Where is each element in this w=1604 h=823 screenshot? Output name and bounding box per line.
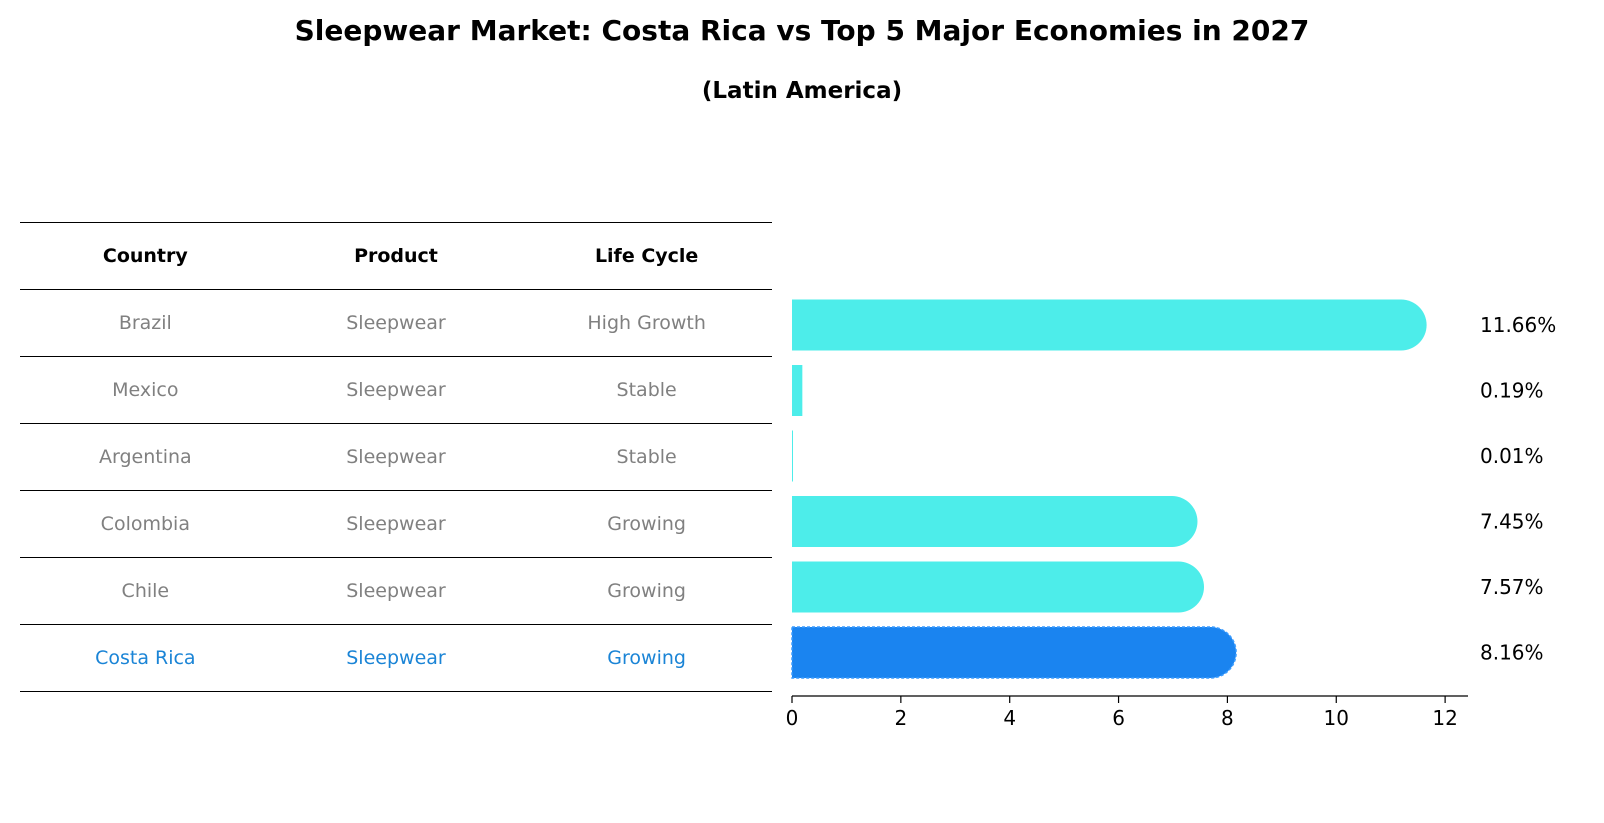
cell-country: Chile [121,580,170,602]
cell-country: Mexico [112,379,179,401]
cell-life-cycle: Stable [616,446,677,468]
data-label: 7.57% [1480,575,1544,599]
bar-mexico [792,365,803,416]
cell-life-cycle: Stable [616,379,677,401]
cell-product: Sleepwear [346,312,446,334]
table-row-highlight: Costa Rica Sleepwear Growing [20,624,772,692]
cell-country: Costa Rica [95,647,196,669]
table-header-row: Country Product Life Cycle [20,222,772,289]
data-label: 11.66% [1480,313,1556,337]
cell-country: Colombia [100,513,190,535]
table-row: Mexico Sleepwear Stable [20,356,772,423]
x-tick-label: 6 [1112,706,1125,730]
data-label: 0.19% [1480,379,1544,403]
cell-life-cycle: High Growth [587,312,706,334]
chart-subtitle: (Latin America) [701,78,903,104]
cell-product: Sleepwear [346,379,446,401]
cell-country: Argentina [98,446,192,468]
x-tick-label: 0 [786,706,799,730]
header-product: Product [354,245,438,267]
bar-brazil [792,299,1427,351]
table-row: Colombia Sleepwear Growing [20,490,772,557]
data-label: 0.01% [1480,444,1544,468]
cell-country: Brazil [118,312,172,334]
cell-life-cycle: Growing [607,647,686,669]
cell-life-cycle: Growing [607,580,686,602]
cell-product: Sleepwear [346,446,446,468]
header-country: Country [102,245,188,267]
data-label: 7.45% [1480,510,1544,534]
table-row: Argentina Sleepwear Stable [20,423,772,490]
bar-argentina [792,430,793,482]
chart-title: Sleepwear Market: Costa Rica vs Top 5 Ma… [294,14,1310,47]
x-tick-label: 4 [1003,706,1016,730]
x-tick-label: 8 [1221,706,1234,730]
x-tick-label: 12 [1432,706,1457,730]
cell-product: Sleepwear [346,580,446,602]
data-label: 8.16% [1480,641,1544,665]
cell-life-cycle: Growing [607,513,686,535]
bar-colombia [792,496,1198,547]
x-tick-label: 2 [894,706,907,730]
bar-chile [792,561,1205,613]
bar-costa-rica [791,626,1237,679]
x-tick-label: 10 [1324,706,1349,730]
cell-product: Sleepwear [346,513,446,535]
table-row: Chile Sleepwear Growing [20,557,772,624]
country-table: Country Product Life Cycle Brazil Sleepw… [20,222,772,692]
header-life-cycle: Life Cycle [594,245,699,267]
cell-product: Sleepwear [346,647,446,669]
table-row: Brazil Sleepwear High Growth [20,289,772,356]
